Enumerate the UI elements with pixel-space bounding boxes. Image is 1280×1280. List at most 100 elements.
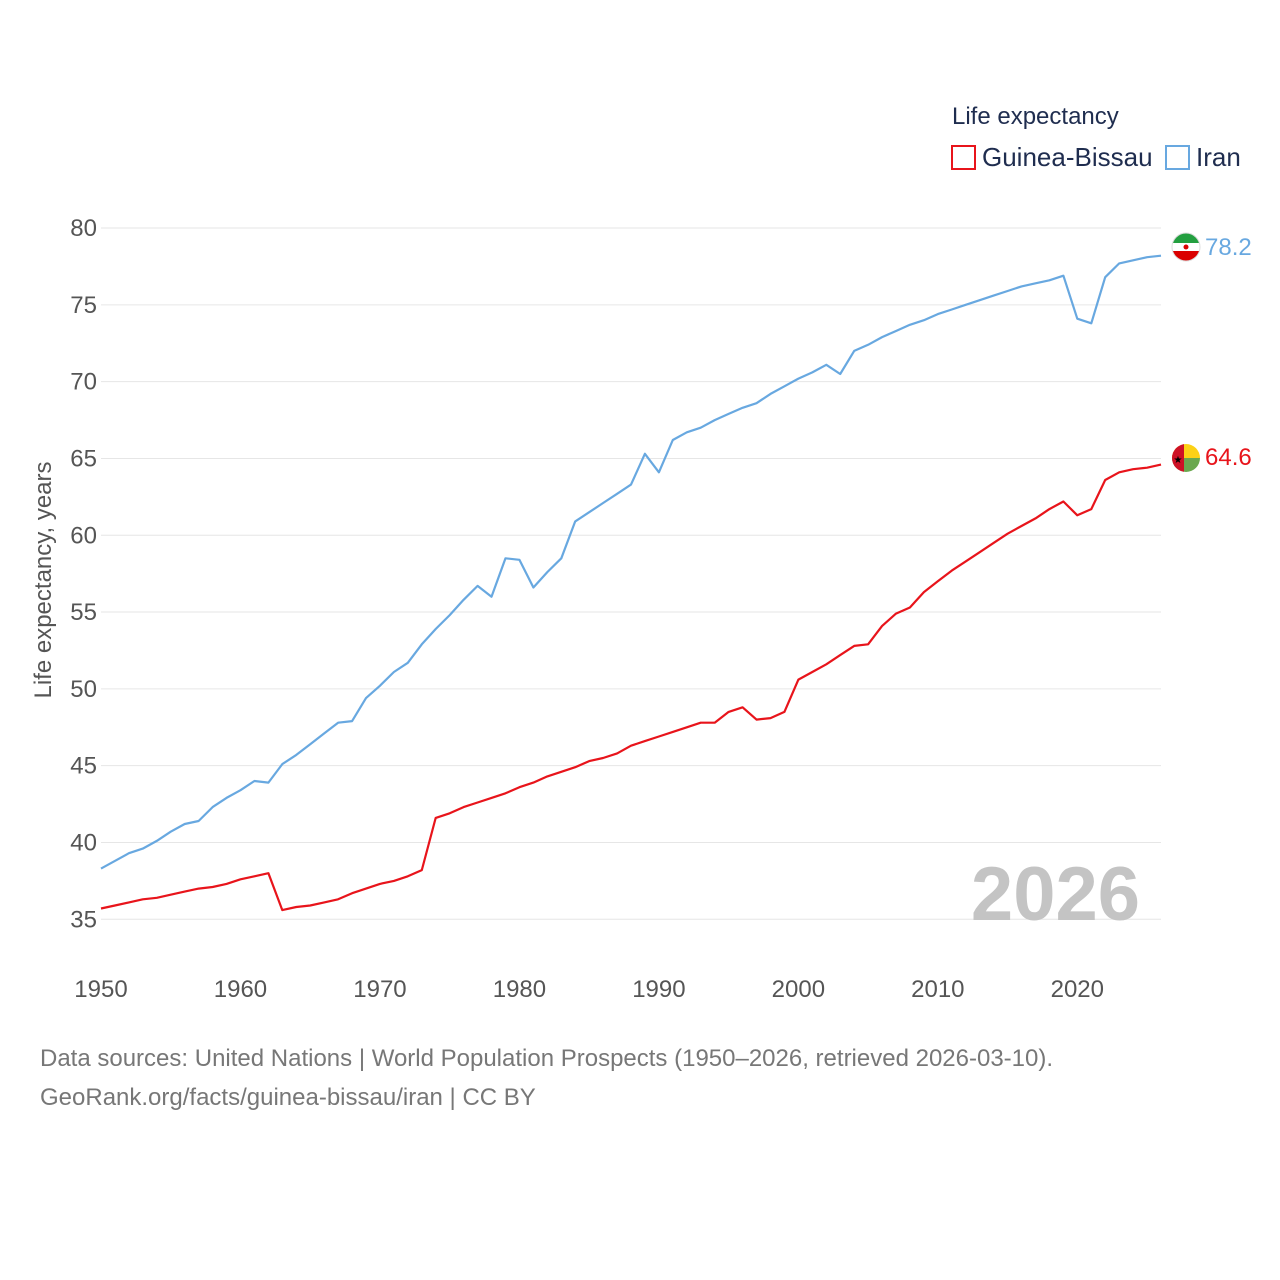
data-point-guinea-bissau[interactable]	[641, 737, 649, 745]
data-point-guinea-bissau[interactable]	[962, 557, 970, 565]
data-point-guinea-bissau[interactable]	[209, 883, 217, 891]
data-point-iran[interactable]	[1059, 272, 1067, 280]
data-point-iran[interactable]	[976, 296, 984, 304]
series-line-iran[interactable]	[100, 254, 1162, 870]
data-point-iran[interactable]	[1004, 287, 1012, 295]
data-point-guinea-bissau[interactable]	[502, 789, 510, 797]
data-point-iran[interactable]	[767, 390, 775, 398]
data-point-guinea-bissau[interactable]	[739, 703, 747, 711]
data-point-guinea-bissau[interactable]	[446, 809, 454, 817]
data-point-iran[interactable]	[209, 803, 217, 811]
data-point-guinea-bissau[interactable]	[181, 888, 189, 896]
data-point-iran[interactable]	[613, 490, 621, 498]
data-point-iran[interactable]	[753, 399, 761, 407]
data-point-guinea-bissau[interactable]	[585, 757, 593, 765]
data-point-guinea-bissau[interactable]	[808, 668, 816, 676]
data-point-guinea-bissau[interactable]	[794, 676, 802, 684]
data-point-guinea-bissau[interactable]	[488, 794, 496, 802]
data-point-iran[interactable]	[864, 341, 872, 349]
data-point-iran[interactable]	[502, 554, 510, 562]
data-point-iran[interactable]	[948, 306, 956, 314]
data-point-iran[interactable]	[543, 568, 551, 576]
data-point-iran[interactable]	[167, 828, 175, 836]
legend-swatch-iran[interactable]	[1165, 145, 1190, 170]
data-point-guinea-bissau[interactable]	[237, 875, 245, 883]
data-point-iran[interactable]	[404, 659, 412, 667]
data-point-iran[interactable]	[264, 779, 272, 787]
data-point-iran[interactable]	[780, 382, 788, 390]
data-point-iran[interactable]	[920, 316, 928, 324]
data-point-iran[interactable]	[529, 584, 537, 592]
data-point-iran[interactable]	[334, 719, 342, 727]
data-point-guinea-bissau[interactable]	[892, 610, 900, 618]
data-point-iran[interactable]	[962, 301, 970, 309]
data-point-iran[interactable]	[1032, 279, 1040, 287]
data-point-iran[interactable]	[1143, 253, 1151, 261]
data-point-guinea-bissau[interactable]	[613, 749, 621, 757]
data-point-iran[interactable]	[111, 857, 119, 865]
data-point-iran[interactable]	[850, 347, 858, 355]
data-point-guinea-bissau[interactable]	[362, 885, 370, 893]
data-point-guinea-bissau[interactable]	[767, 714, 775, 722]
data-point-guinea-bissau[interactable]	[125, 898, 133, 906]
data-point-iran[interactable]	[878, 333, 886, 341]
data-point-guinea-bissau[interactable]	[822, 660, 830, 668]
data-point-iran[interactable]	[139, 845, 147, 853]
data-point-guinea-bissau[interactable]	[306, 902, 314, 910]
data-point-iran[interactable]	[599, 499, 607, 507]
data-point-iran[interactable]	[794, 375, 802, 383]
data-point-iran[interactable]	[432, 625, 440, 633]
data-point-iran[interactable]	[906, 321, 914, 329]
data-point-iran[interactable]	[669, 436, 677, 444]
data-point-iran[interactable]	[836, 370, 844, 378]
data-point-guinea-bissau[interactable]	[1157, 461, 1165, 469]
data-point-iran[interactable]	[655, 468, 663, 476]
data-point-iran[interactable]	[990, 292, 998, 300]
data-point-guinea-bissau[interactable]	[543, 772, 551, 780]
data-point-guinea-bissau[interactable]	[864, 640, 872, 648]
data-point-iran[interactable]	[641, 450, 649, 458]
data-point-iran[interactable]	[488, 593, 496, 601]
data-point-guinea-bissau[interactable]	[97, 905, 105, 913]
data-point-iran[interactable]	[557, 554, 565, 562]
data-point-guinea-bissau[interactable]	[1059, 498, 1067, 506]
data-point-guinea-bissau[interactable]	[474, 799, 482, 807]
data-point-iran[interactable]	[97, 865, 105, 873]
data-point-guinea-bissau[interactable]	[320, 898, 328, 906]
data-point-iran[interactable]	[697, 424, 705, 432]
data-point-guinea-bissau[interactable]	[264, 869, 272, 877]
data-point-guinea-bissau[interactable]	[1004, 530, 1012, 538]
data-point-guinea-bissau[interactable]	[697, 719, 705, 727]
data-point-guinea-bissau[interactable]	[515, 783, 523, 791]
data-point-guinea-bissau[interactable]	[292, 903, 300, 911]
data-point-guinea-bissau[interactable]	[153, 894, 161, 902]
data-point-iran[interactable]	[1129, 256, 1137, 264]
data-point-guinea-bissau[interactable]	[725, 708, 733, 716]
data-point-iran[interactable]	[1045, 276, 1053, 284]
data-point-guinea-bissau[interactable]	[906, 604, 914, 612]
data-point-guinea-bissau[interactable]	[836, 651, 844, 659]
data-point-guinea-bissau[interactable]	[599, 754, 607, 762]
data-point-iran[interactable]	[292, 751, 300, 759]
data-point-guinea-bissau[interactable]	[1073, 511, 1081, 519]
data-point-guinea-bissau[interactable]	[1032, 514, 1040, 522]
data-point-iran[interactable]	[585, 508, 593, 516]
data-point-guinea-bissau[interactable]	[250, 872, 258, 880]
data-point-guinea-bissau[interactable]	[390, 877, 398, 885]
data-point-guinea-bissau[interactable]	[195, 885, 203, 893]
data-point-iran[interactable]	[348, 717, 356, 725]
data-point-guinea-bissau[interactable]	[432, 814, 440, 822]
data-point-guinea-bissau[interactable]	[976, 548, 984, 556]
data-point-iran[interactable]	[153, 837, 161, 845]
data-point-guinea-bissau[interactable]	[460, 803, 468, 811]
data-point-iran[interactable]	[739, 404, 747, 412]
data-point-iran[interactable]	[627, 481, 635, 489]
data-point-guinea-bissau[interactable]	[167, 891, 175, 899]
data-point-guinea-bissau[interactable]	[850, 642, 858, 650]
data-point-guinea-bissau[interactable]	[1018, 522, 1026, 530]
data-point-guinea-bissau[interactable]	[348, 889, 356, 897]
data-point-iran[interactable]	[223, 794, 231, 802]
data-point-iran[interactable]	[460, 596, 468, 604]
data-point-guinea-bissau[interactable]	[780, 708, 788, 716]
data-point-guinea-bissau[interactable]	[404, 872, 412, 880]
